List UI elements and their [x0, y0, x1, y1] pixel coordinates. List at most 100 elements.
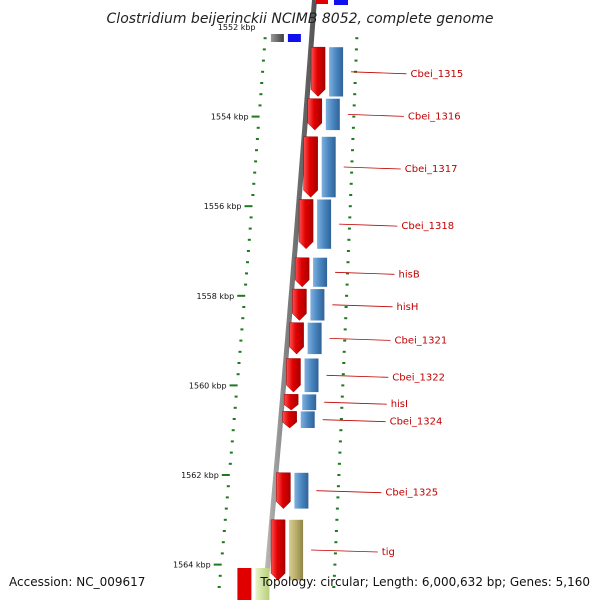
inner-tick: [224, 507, 228, 510]
gene-label[interactable]: Cbei_1324: [390, 417, 443, 428]
gene-leader-line: [332, 304, 393, 308]
outer-tick: [345, 283, 349, 286]
inner-tick: [221, 474, 230, 476]
gene-leader-line: [335, 271, 395, 275]
inner-tick: [230, 440, 234, 443]
outer-tick: [342, 362, 346, 364]
gene-bar: [325, 98, 340, 131]
outer-tick: [346, 272, 349, 275]
gene-leader-line: [322, 419, 386, 423]
inner-tick: [246, 261, 249, 264]
inner-tick: [238, 350, 242, 353]
inner-tick: [226, 485, 230, 488]
outer-tick: [337, 462, 341, 465]
inner-tick: [249, 216, 253, 219]
gene-label[interactable]: Cbei_1325: [385, 488, 438, 499]
outer-tick: [348, 205, 352, 208]
inner-tick: [213, 563, 222, 566]
outer-tick: [340, 406, 344, 409]
backbone-line: [262, 0, 317, 600]
outer-tick: [343, 339, 347, 342]
outer-tick: [352, 115, 356, 118]
inner-tick: [237, 362, 241, 364]
inner-tick: [217, 586, 221, 588]
gene-label[interactable]: Cbei_1316: [408, 111, 461, 122]
inner-tick: [229, 451, 233, 454]
inner-tick: [225, 496, 229, 499]
inner-tick: [259, 93, 263, 96]
gene-label[interactable]: tig: [382, 547, 395, 558]
cds-arrow: [298, 199, 314, 250]
inner-tick: [260, 82, 264, 84]
cds-arrow: [310, 46, 326, 97]
outer-tick: [352, 104, 356, 107]
inner-tick: [251, 115, 260, 118]
genome-backbone: [262, 0, 317, 600]
gene-bar: [304, 358, 319, 393]
inner-tick: [223, 518, 227, 521]
gene-leader-line: [343, 166, 401, 170]
gene-leader-line: [324, 401, 387, 405]
gene-leader-line: [316, 490, 382, 494]
inner-tick: [221, 541, 225, 544]
inner-tick: [237, 294, 246, 297]
cds-arrow: [307, 98, 323, 131]
gene-label[interactable]: Cbei_1321: [395, 335, 448, 346]
outer-tick: [332, 586, 336, 588]
outer-tick: [346, 261, 350, 264]
gene-bar: [310, 289, 325, 321]
inner-tick: [261, 70, 265, 73]
gene-label[interactable]: Cbei_1322: [392, 372, 445, 383]
kbp-ticks: 1552 kbp 1554 kbp 1556 kbp 1558 kbp 1560 kbp…: [173, 23, 359, 588]
outer-tick: [343, 328, 347, 331]
outer-tick: [339, 418, 343, 420]
inner-tick: [258, 104, 262, 107]
gene-label[interactable]: Cbei_1317: [405, 164, 458, 175]
outer-tick: [350, 171, 354, 174]
cds-arrow: [282, 411, 297, 429]
inner-tick: [244, 283, 248, 286]
topology-text: Topology: circular; Length: 6,000,632 bp…: [259, 575, 590, 589]
outer-tick: [332, 574, 336, 577]
gene-label[interactable]: Cbei_1315: [411, 69, 464, 80]
gene-leader-line: [351, 71, 407, 75]
gene-label[interactable]: hisB: [399, 269, 420, 280]
inner-tick: [234, 395, 238, 398]
outer-tick: [349, 194, 353, 196]
gene-leader-line: [326, 374, 389, 378]
outer-tick: [350, 160, 354, 163]
outer-tick: [336, 496, 340, 499]
outer-tick: [335, 507, 339, 510]
outer-tick: [338, 451, 342, 454]
inner-tick: [233, 406, 237, 409]
outer-tick: [355, 37, 359, 40]
accession-text: Accession: NC_009617: [9, 575, 145, 589]
inner-tick: [218, 574, 222, 577]
outer-tick: [354, 59, 358, 62]
kbp-tick-label: 1562 kbp: [181, 471, 219, 480]
inner-tick: [229, 384, 238, 387]
outer-tick: [344, 317, 348, 320]
gene-label[interactable]: Cbei_1318: [401, 221, 454, 232]
gene-label[interactable]: hisH: [397, 302, 419, 313]
inner-tick: [251, 194, 255, 196]
kbp-tick-label: 1556 kbp: [204, 202, 242, 211]
outer-tick: [353, 93, 357, 96]
cds-arrow: [294, 257, 310, 288]
feature-blue-top: [334, 0, 348, 5]
inner-tick: [252, 182, 256, 185]
inner-tick: [236, 373, 240, 376]
outer-tick: [346, 250, 350, 252]
kbp-tick-label: 1554 kbp: [211, 113, 249, 122]
cds-arrow: [292, 288, 307, 321]
inner-tick: [228, 462, 232, 465]
inner-tick: [247, 238, 251, 241]
gene-leader-line: [347, 114, 404, 117]
gene-label[interactable]: hisI: [391, 399, 408, 410]
inner-tick: [255, 149, 258, 152]
outer-tick: [342, 350, 346, 353]
feature-green-bottom: [255, 568, 270, 600]
outer-tick: [347, 238, 351, 241]
gene-bar: [329, 47, 344, 97]
